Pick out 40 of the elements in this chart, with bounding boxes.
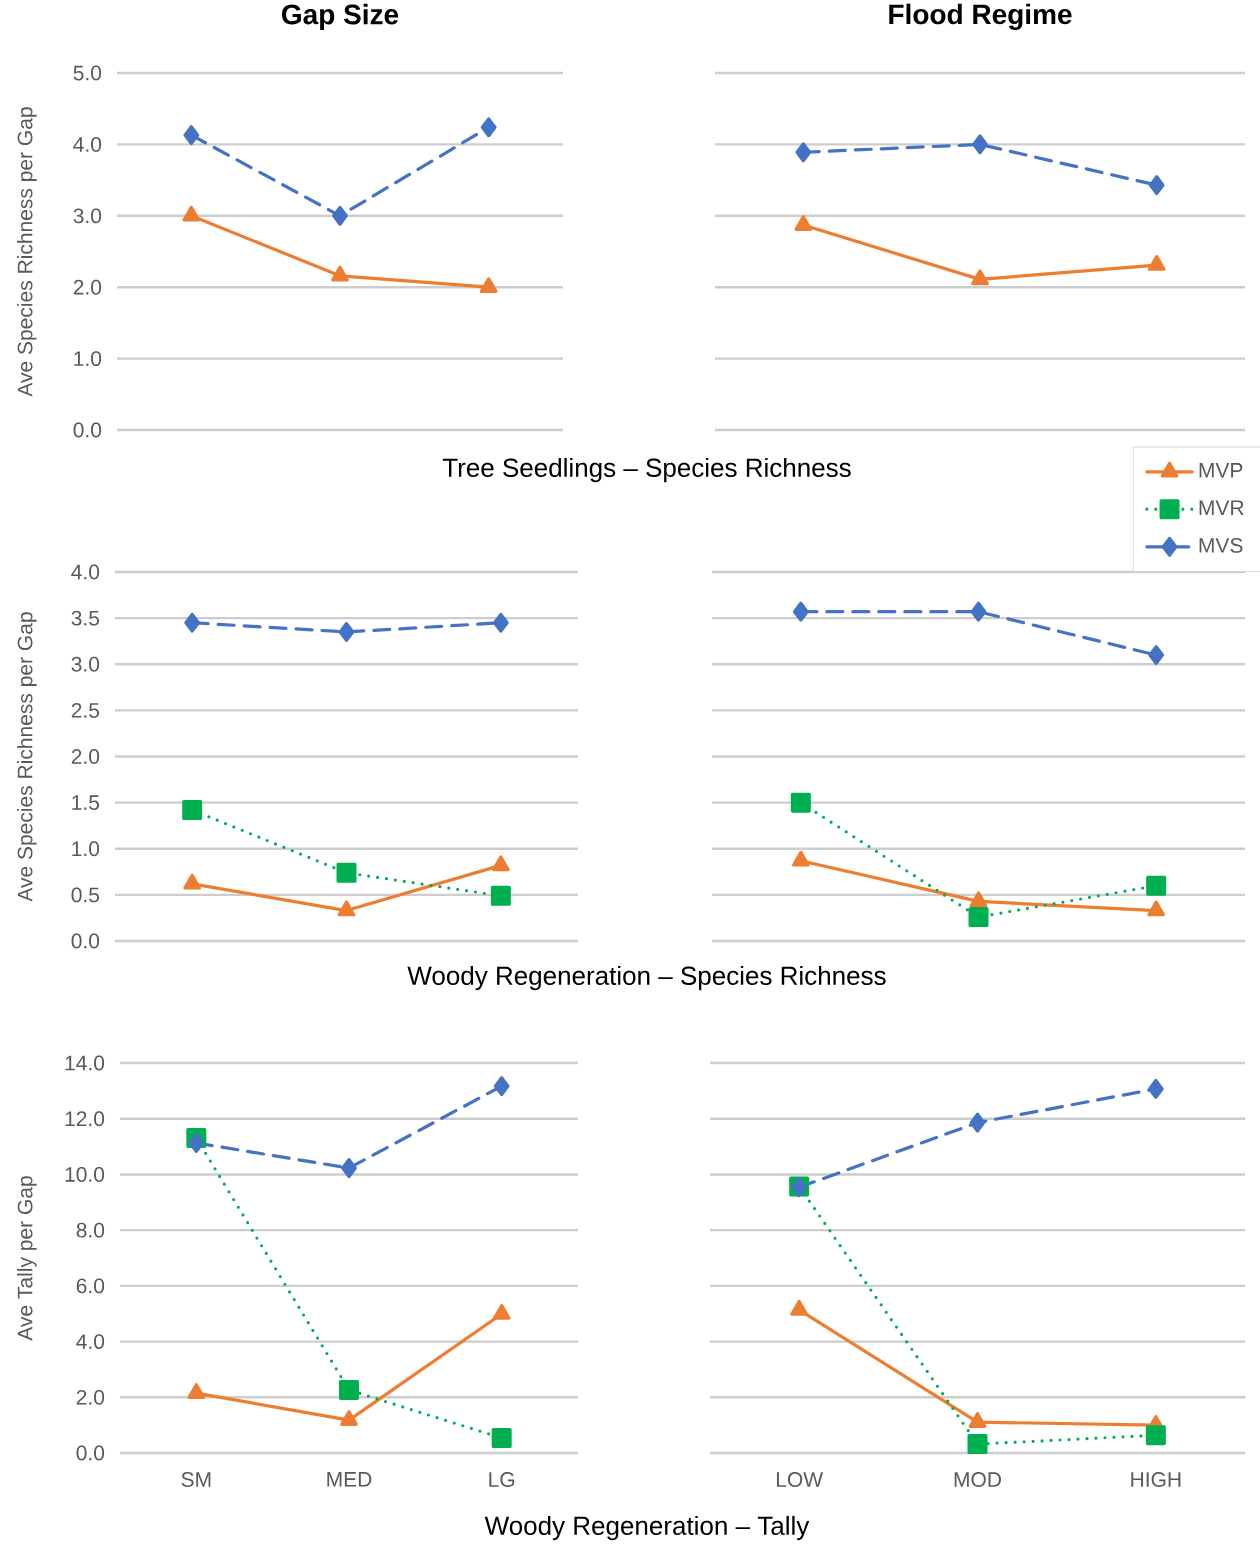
y-axis-title: Ave Species Richness per Gap xyxy=(17,612,37,902)
legend-label: MVR xyxy=(1199,500,1244,515)
x-tick-label: LG xyxy=(489,1472,515,1487)
y-tick-label: 3.0 xyxy=(71,656,100,672)
x-tick-label: HIGH xyxy=(1131,1472,1181,1487)
legend-label: MVP xyxy=(1199,463,1243,478)
chart-title: Flood Regime xyxy=(889,3,1072,30)
y-tick-label: 6.0 xyxy=(76,1278,105,1294)
x-axis-title: Tree Seedlings – Species Richness xyxy=(442,457,851,483)
x-tick-label: MOD xyxy=(954,1472,1001,1487)
y-tick-label: 4.0 xyxy=(73,136,102,152)
x-axis-title: Woody Regeneration – Tally xyxy=(484,1515,810,1541)
y-tick-label: 1.5 xyxy=(72,795,100,810)
y-tick-label: 0.0 xyxy=(71,933,100,949)
y-tick-label: 14.0 xyxy=(65,1055,105,1071)
y-tick-label: 2.0 xyxy=(71,749,100,764)
y-tick-label: 0.0 xyxy=(73,422,102,438)
y-tick-label: 4.0 xyxy=(76,1334,105,1350)
y-tick-label: 0.0 xyxy=(76,1445,105,1461)
y-tick-label: 10.0 xyxy=(65,1167,105,1182)
x-tick-label: SM xyxy=(181,1472,211,1487)
x-tick-label: LOW xyxy=(776,1472,823,1487)
y-axis-title: Ave Tally per Gap xyxy=(17,1176,37,1341)
y-tick-label: 3.5 xyxy=(71,610,100,626)
y-axis-title: Ave Species Richness per Gap xyxy=(17,107,37,397)
y-tick-label: 1.0 xyxy=(72,841,100,857)
y-tick-label: 1.0 xyxy=(74,351,102,367)
y-tick-label: 12.0 xyxy=(65,1111,105,1127)
y-tick-label: 0.5 xyxy=(71,887,100,903)
y-tick-label: 3.0 xyxy=(73,208,102,224)
y-tick-label: 8.0 xyxy=(76,1222,105,1238)
y-tick-label: 2.0 xyxy=(73,279,102,295)
y-tick-label: 5.0 xyxy=(73,65,102,81)
x-axis-title: Woody Regeneration – Species Richness xyxy=(407,965,886,991)
legend-label: MVS xyxy=(1199,537,1243,553)
chart-title: Gap Size xyxy=(282,3,399,30)
x-tick-label: MED xyxy=(327,1472,372,1487)
y-tick-label: 2.0 xyxy=(76,1389,105,1405)
y-tick-label: 4.0 xyxy=(71,564,100,580)
y-tick-label: 2.5 xyxy=(71,702,100,718)
